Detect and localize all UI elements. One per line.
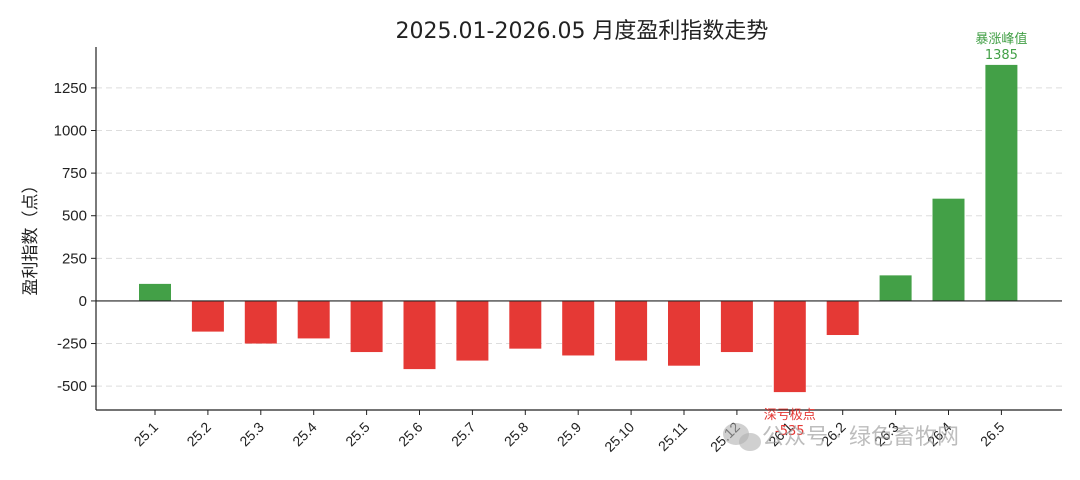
watermark-text: 公众号 · 绿色畜牧网 bbox=[762, 425, 959, 450]
y-tick-label: 1250 bbox=[54, 80, 87, 97]
y-tick-label: 1000 bbox=[54, 123, 87, 140]
x-tick-label: 25.4 bbox=[289, 419, 320, 450]
y-tick-label: -500 bbox=[57, 378, 87, 395]
x-tick-label: 25.2 bbox=[183, 419, 214, 450]
x-tick-label: 25.7 bbox=[448, 419, 479, 450]
x-tick-label: 25.10 bbox=[601, 419, 637, 455]
wechat-icon bbox=[723, 423, 761, 451]
x-tick-label: 26.5 bbox=[977, 419, 1008, 450]
y-tick-label: 750 bbox=[62, 165, 87, 182]
x-tick-label: 25.5 bbox=[342, 419, 373, 450]
x-tick-label: 25.1 bbox=[131, 419, 162, 450]
bar bbox=[456, 300, 489, 361]
bar bbox=[985, 64, 1018, 301]
bar bbox=[879, 275, 912, 301]
bar bbox=[720, 300, 753, 353]
annotation-label: 深亏极点 bbox=[764, 408, 816, 423]
bar bbox=[932, 198, 965, 301]
bar bbox=[297, 300, 330, 339]
annotation-value: 1385 bbox=[985, 48, 1018, 63]
bars bbox=[139, 64, 1018, 393]
bar bbox=[562, 300, 595, 356]
bar bbox=[826, 300, 859, 336]
bar bbox=[773, 300, 806, 393]
axes bbox=[91, 47, 1062, 415]
chart-title: 2025.01-2026.05 月度盈利指数走势 bbox=[396, 19, 769, 44]
bar bbox=[244, 300, 277, 344]
x-tick-label: 25.8 bbox=[501, 419, 532, 450]
y-tick-labels: -500 -250 0 250 500 750 1000 1250 bbox=[54, 80, 87, 395]
bar bbox=[350, 300, 383, 353]
watermark: 公众号 · 绿色畜牧网 bbox=[723, 423, 959, 451]
y-tick-label: -250 bbox=[57, 336, 87, 353]
x-tick-label: 25.3 bbox=[236, 419, 267, 450]
gridlines bbox=[96, 87, 1062, 387]
y-axis-label: 盈利指数（点） bbox=[21, 177, 41, 296]
y-tick-label: 0 bbox=[79, 293, 87, 310]
bar bbox=[403, 300, 436, 370]
annotation-label: 暴涨峰值 bbox=[975, 31, 1027, 47]
y-tick-label: 500 bbox=[62, 208, 87, 225]
bar bbox=[139, 283, 171, 301]
bar bbox=[191, 300, 224, 332]
x-tick-label: 25.11 bbox=[655, 419, 691, 455]
bar bbox=[615, 300, 648, 361]
annotation-value: -535 bbox=[775, 424, 805, 439]
x-tick-label: 25.9 bbox=[554, 419, 585, 450]
bar bbox=[509, 300, 542, 349]
bar bbox=[668, 300, 700, 366]
x-tick-label: 25.6 bbox=[395, 419, 426, 450]
y-tick-label: 250 bbox=[62, 250, 87, 267]
